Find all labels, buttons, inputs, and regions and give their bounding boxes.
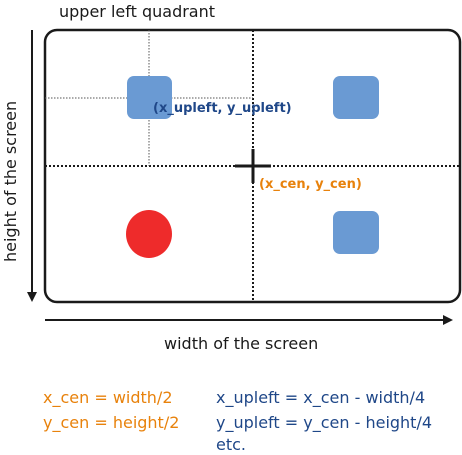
equation-etc: etc. xyxy=(216,435,246,454)
equation-y-cen: y_cen = height/2 xyxy=(43,413,180,432)
equation-y-upleft: y_upleft = y_cen - height/4 xyxy=(216,413,433,432)
equation-x-upleft: x_upleft = x_cen - width/4 xyxy=(216,388,426,407)
square-lower-right xyxy=(333,211,379,254)
circle-lower-left xyxy=(126,210,172,258)
square-upper-right xyxy=(333,76,379,119)
center-point-label: (x_cen, y_cen) xyxy=(259,177,362,192)
upleft-point-label: (x_upleft, y_upleft) xyxy=(153,101,292,116)
width-axis-label: width of the screen xyxy=(164,334,318,353)
height-axis-label: height of the screen xyxy=(1,101,20,262)
square-upper-left xyxy=(127,76,172,119)
quadrant-title: upper left quadrant xyxy=(59,2,215,21)
equation-x-cen: x_cen = width/2 xyxy=(43,388,173,407)
